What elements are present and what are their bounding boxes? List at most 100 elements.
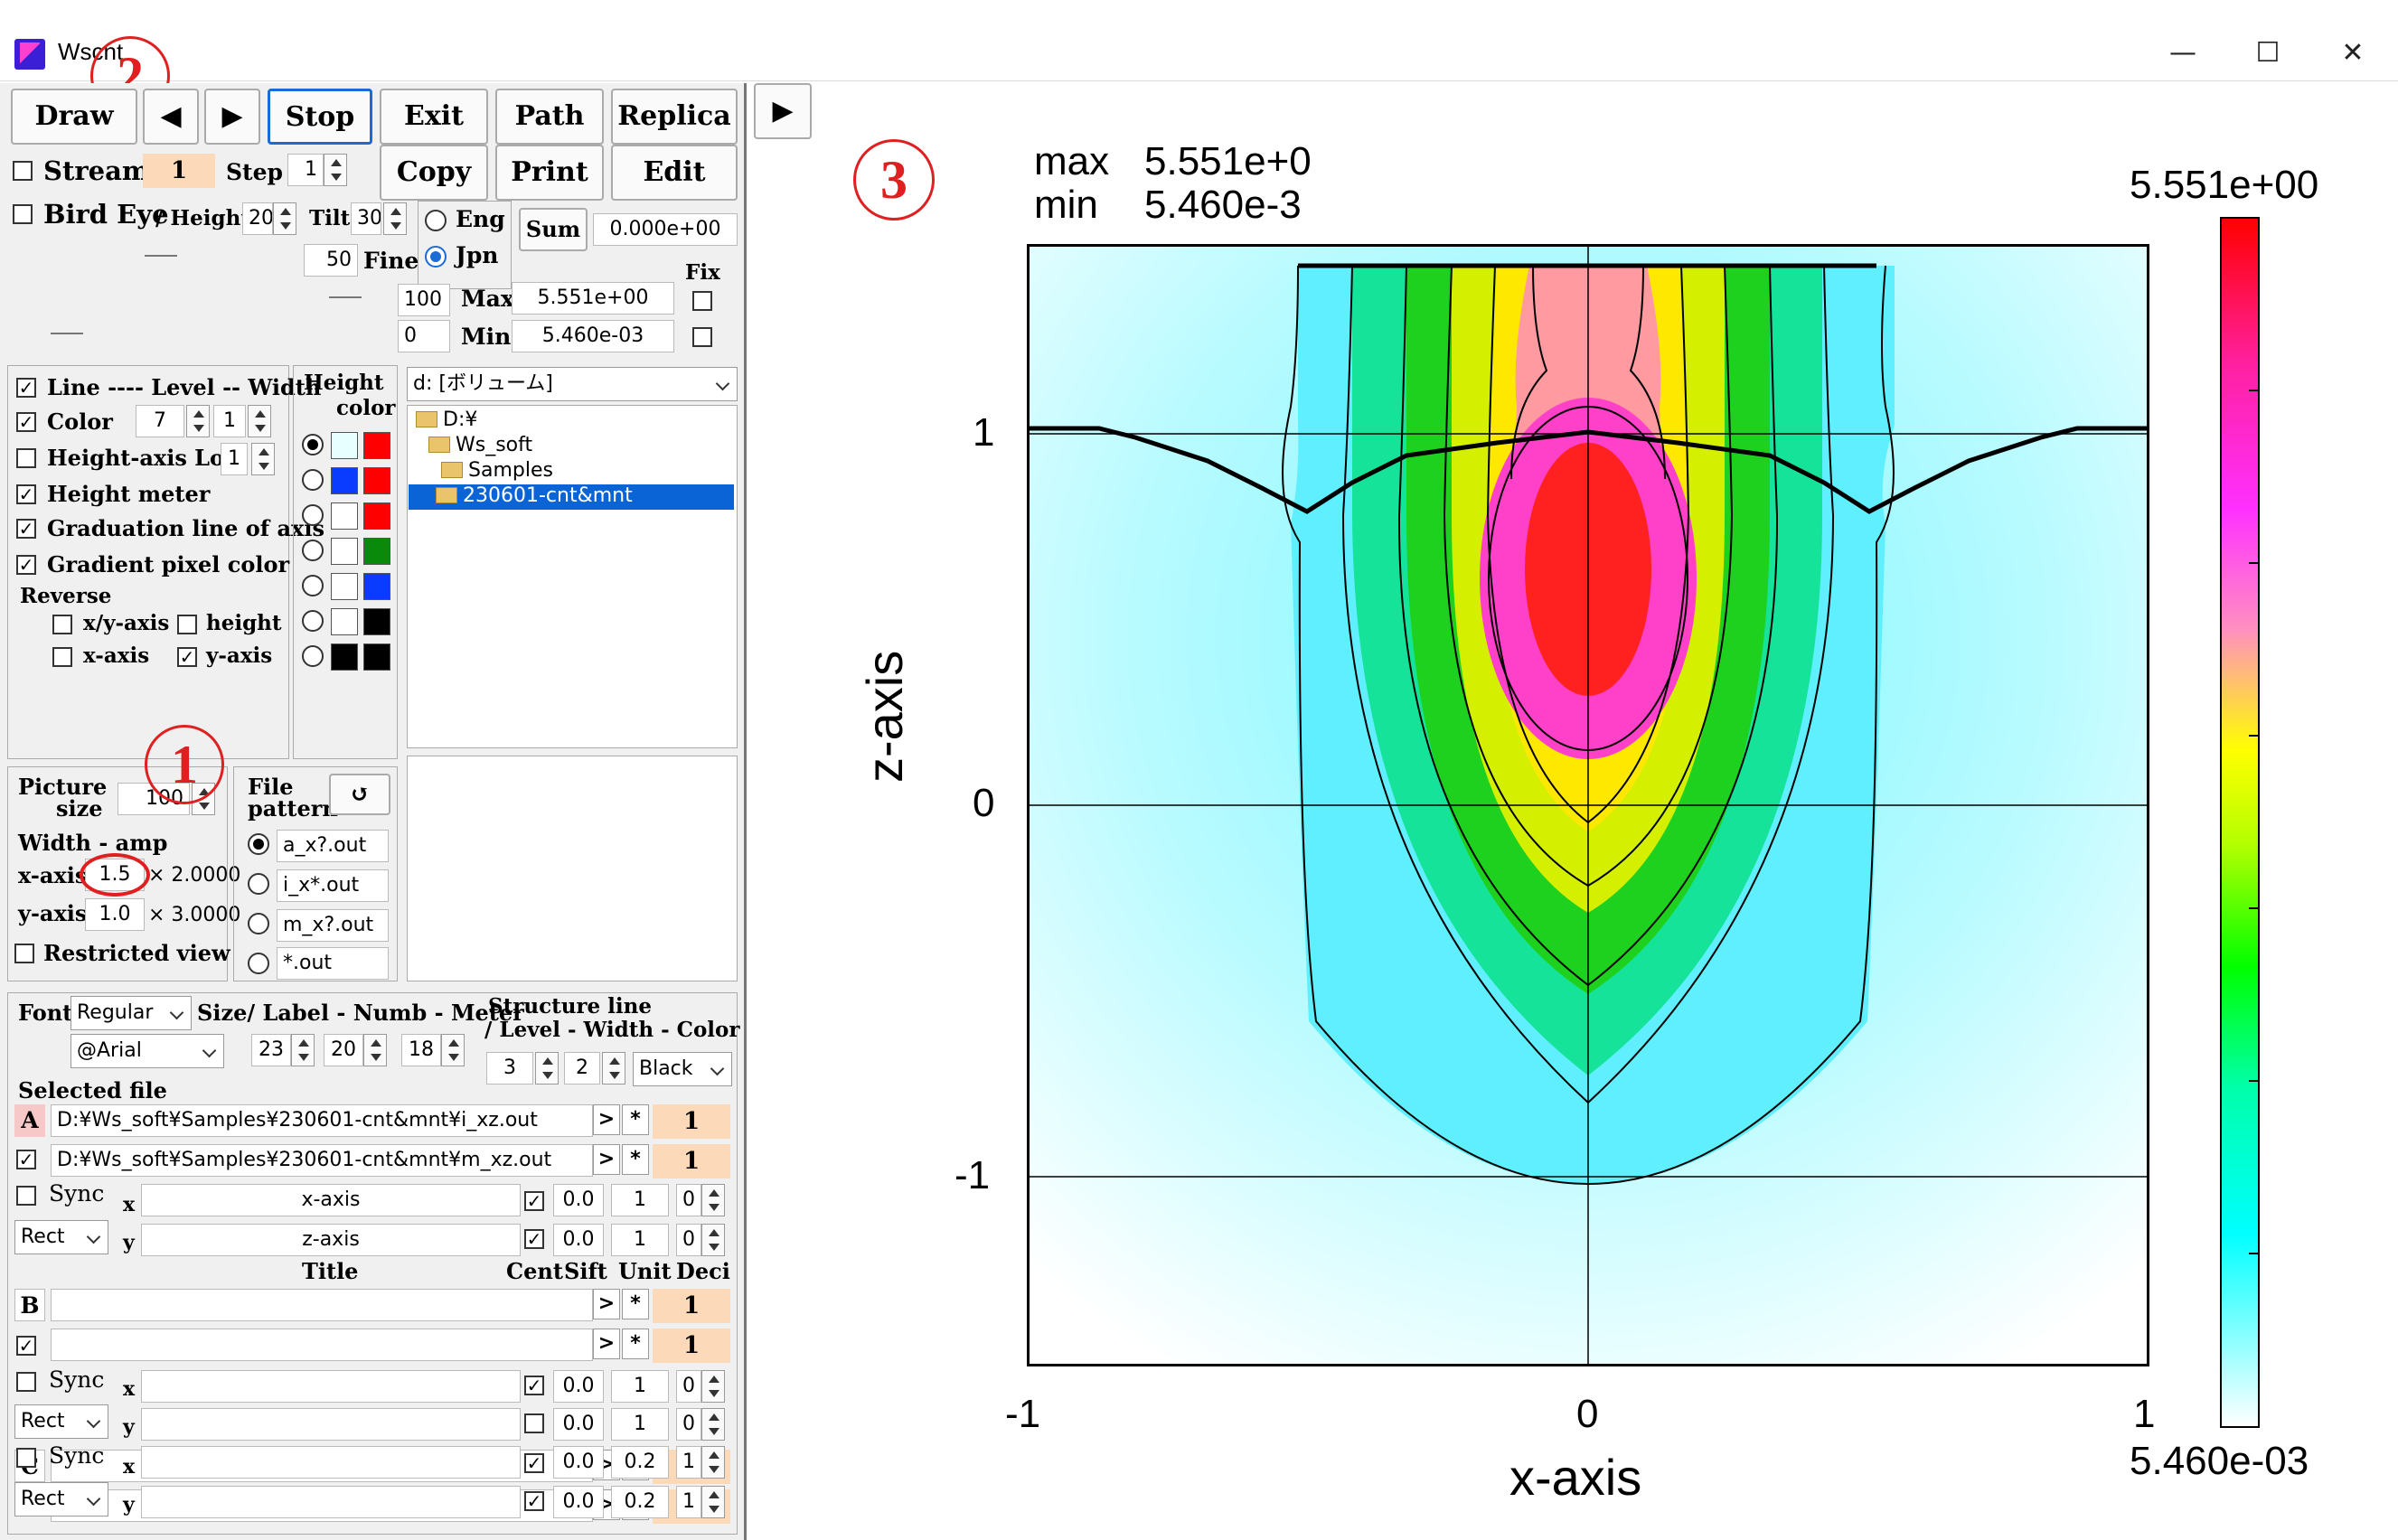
struct-width-spinner[interactable] bbox=[602, 1052, 625, 1085]
deci-y-a[interactable]: 0 bbox=[676, 1224, 701, 1256]
print-button[interactable]: Print bbox=[495, 145, 604, 201]
label-size-spinner[interactable] bbox=[291, 1034, 315, 1066]
birdeye-checkbox[interactable] bbox=[13, 204, 33, 224]
height-color-swatch[interactable] bbox=[331, 643, 358, 671]
cent-y-a-checkbox[interactable]: ✓ bbox=[524, 1229, 544, 1249]
graduation-checkbox[interactable]: ✓ bbox=[16, 519, 36, 539]
edit-button[interactable]: Edit bbox=[611, 145, 738, 201]
unit-x-b[interactable]: 1 bbox=[611, 1370, 669, 1403]
deci-x-a-spinner[interactable] bbox=[701, 1184, 725, 1216]
file-a2-browse[interactable]: > bbox=[593, 1144, 620, 1175]
reverse-y-checkbox[interactable]: ✓ bbox=[177, 647, 197, 667]
file-a2-checkbox[interactable]: ✓ bbox=[16, 1150, 36, 1169]
font-style-select[interactable]: Regular bbox=[71, 996, 192, 1030]
pattern-radio-3[interactable] bbox=[248, 913, 269, 934]
struct-level-spinner[interactable] bbox=[535, 1052, 559, 1085]
cent-y-c-checkbox[interactable]: ✓ bbox=[524, 1491, 544, 1511]
height-color-swatch[interactable] bbox=[331, 502, 358, 530]
height-color-radio[interactable] bbox=[302, 504, 324, 526]
exit-button[interactable]: Exit bbox=[380, 89, 488, 145]
fix-max-checkbox[interactable] bbox=[692, 291, 712, 311]
label-size-input[interactable]: 23 bbox=[251, 1034, 291, 1066]
struct-level-input[interactable]: 3 bbox=[486, 1052, 533, 1085]
pattern-radio-4[interactable] bbox=[248, 953, 269, 974]
copy-button[interactable]: Copy bbox=[380, 145, 488, 201]
file-b2-star[interactable]: * bbox=[622, 1329, 649, 1359]
sift-y-c[interactable]: 0.0 bbox=[553, 1486, 604, 1518]
reverse-x-checkbox[interactable] bbox=[52, 647, 72, 667]
fine-slider[interactable] bbox=[145, 255, 177, 257]
pattern-2[interactable]: i_x*.out bbox=[277, 869, 389, 902]
path-button[interactable]: Path bbox=[495, 89, 604, 145]
tree-item-drive[interactable]: D:¥ bbox=[416, 408, 477, 431]
height-color-swatch[interactable] bbox=[331, 432, 358, 459]
step-spinner[interactable] bbox=[324, 154, 347, 186]
deci-y-b[interactable]: 0 bbox=[676, 1408, 701, 1441]
font-name-select[interactable]: @Arial bbox=[71, 1034, 224, 1068]
color-level-input[interactable]: 7 bbox=[136, 405, 184, 437]
height-color-radio[interactable] bbox=[302, 434, 324, 455]
fix-min-checkbox[interactable] bbox=[692, 327, 712, 347]
struct-width-input[interactable]: 2 bbox=[564, 1052, 600, 1085]
tree-item-ws-soft[interactable]: Ws_soft bbox=[428, 434, 532, 456]
prev-button[interactable]: ◀ bbox=[143, 89, 199, 145]
numb-size-spinner[interactable] bbox=[363, 1034, 387, 1066]
height-color-radio[interactable] bbox=[302, 540, 324, 561]
unit-x-c[interactable]: 0.2 bbox=[611, 1446, 669, 1479]
file-a2-star[interactable]: * bbox=[622, 1144, 649, 1175]
color-width-spinner[interactable] bbox=[248, 405, 271, 437]
lang-eng-radio[interactable] bbox=[425, 210, 447, 231]
y-title-b[interactable] bbox=[141, 1408, 521, 1441]
sync-c-checkbox[interactable] bbox=[16, 1448, 36, 1468]
unit-x-a[interactable]: 1 bbox=[611, 1184, 669, 1216]
max-value[interactable]: 5.551e+00 bbox=[512, 282, 674, 315]
pattern-radio-2[interactable] bbox=[248, 873, 269, 895]
height-color-radio[interactable] bbox=[302, 645, 324, 667]
stream-checkbox[interactable] bbox=[13, 161, 33, 181]
height-color-swatch[interactable] bbox=[363, 643, 390, 671]
struct-color-select[interactable]: Black bbox=[633, 1052, 732, 1086]
close-button[interactable]: ✕ bbox=[2341, 37, 2365, 69]
height-color-swatch[interactable] bbox=[363, 467, 390, 494]
tree-item-samples[interactable]: Samples bbox=[441, 459, 553, 482]
sift-y-b[interactable]: 0.0 bbox=[553, 1408, 604, 1441]
step-input[interactable]: 1 bbox=[287, 154, 324, 186]
reverse-xy-checkbox[interactable] bbox=[52, 615, 72, 634]
file-b2[interactable] bbox=[51, 1329, 593, 1361]
height-color-swatch[interactable] bbox=[331, 573, 358, 600]
y-title-a[interactable]: z-axis bbox=[141, 1224, 521, 1256]
pattern-4[interactable]: *.out bbox=[277, 947, 389, 980]
deci-y-c[interactable]: 1 bbox=[676, 1486, 701, 1518]
file-b2-checkbox[interactable]: ✓ bbox=[16, 1336, 36, 1356]
unit-y-c[interactable]: 0.2 bbox=[611, 1486, 669, 1518]
file-a1-browse[interactable]: > bbox=[593, 1104, 620, 1135]
tilt-spinner[interactable] bbox=[383, 202, 407, 235]
height-log-input[interactable]: 1 bbox=[221, 443, 248, 475]
tilt-input[interactable]: 30 bbox=[351, 202, 381, 235]
sync-b-checkbox[interactable] bbox=[16, 1372, 36, 1392]
next-button[interactable]: ▶ bbox=[204, 89, 260, 145]
deci-x-c-spinner[interactable] bbox=[701, 1446, 725, 1479]
coord-c-select[interactable]: Rect bbox=[14, 1482, 108, 1517]
cent-x-b-checkbox[interactable]: ✓ bbox=[524, 1376, 544, 1395]
height-color-radio[interactable] bbox=[302, 469, 324, 491]
height-meter-checkbox[interactable]: ✓ bbox=[16, 484, 36, 504]
deci-y-a-spinner[interactable] bbox=[701, 1224, 725, 1256]
deci-x-a[interactable]: 0 bbox=[676, 1184, 701, 1216]
y-amp-input[interactable]: 1.0 bbox=[85, 898, 145, 931]
max-slider[interactable] bbox=[329, 296, 362, 298]
color-width-input[interactable]: 1 bbox=[213, 405, 246, 437]
reverse-height-checkbox[interactable] bbox=[177, 615, 197, 634]
replica-button[interactable]: Replica bbox=[611, 89, 738, 145]
height-color-swatch[interactable] bbox=[363, 502, 390, 530]
unit-y-a[interactable]: 1 bbox=[611, 1224, 669, 1256]
birdeye-height-input[interactable]: 20 bbox=[242, 202, 273, 235]
file-a2[interactable]: D:¥Ws_soft¥Samples¥230601-cnt&mnt¥m_xz.o… bbox=[51, 1144, 593, 1177]
file-b2-browse[interactable]: > bbox=[593, 1329, 620, 1359]
unit-y-b[interactable]: 1 bbox=[611, 1408, 669, 1441]
height-log-spinner[interactable] bbox=[251, 443, 275, 475]
coord-b-select[interactable]: Rect bbox=[14, 1404, 108, 1439]
height-color-swatch[interactable] bbox=[331, 608, 358, 635]
fine-input[interactable]: 50 bbox=[304, 244, 358, 277]
stop-button[interactable]: Stop bbox=[268, 89, 372, 145]
